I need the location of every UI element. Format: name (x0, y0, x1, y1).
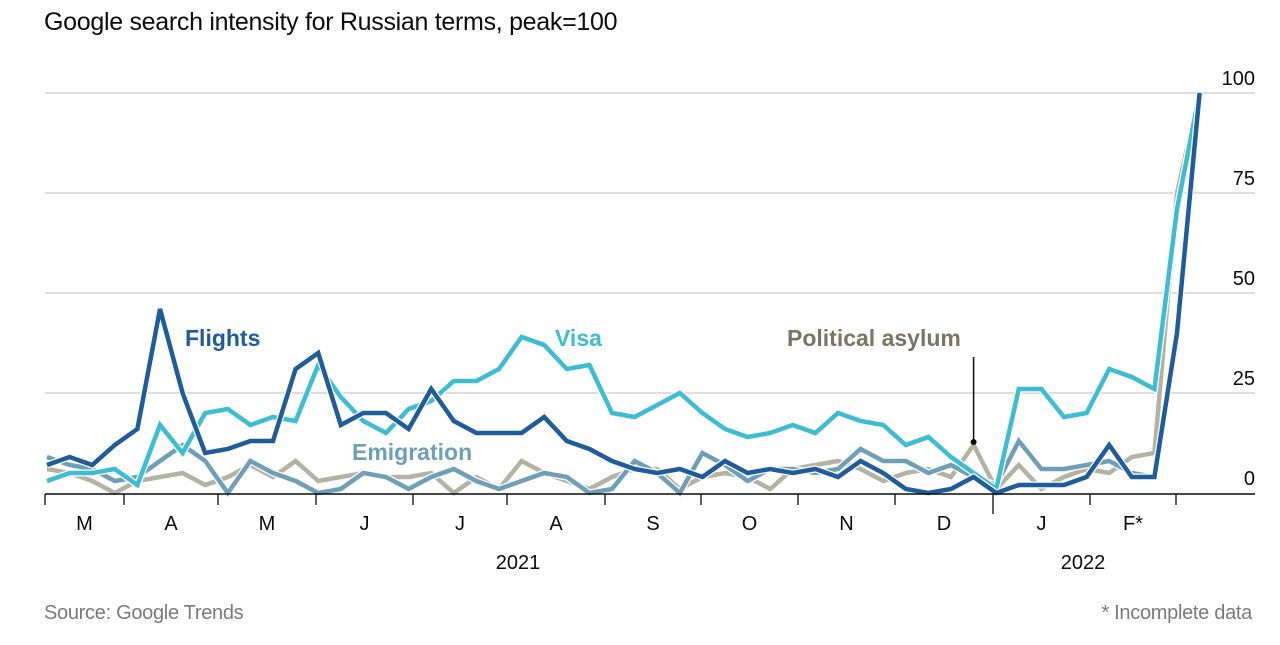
y-axis-ticks: 0 25 50 75 100 (1222, 68, 1255, 490)
x-month-label-1: A (164, 513, 178, 535)
series-label-visa: Visa (555, 325, 602, 351)
x-month-label-3: J (360, 513, 370, 535)
x-year-label-2021: 2021 (496, 552, 541, 574)
x-month-label-2: M (259, 513, 276, 535)
series-line-flights (46, 92, 1202, 496)
x-month-label-0: M (76, 513, 93, 535)
x-month-label-5: A (549, 513, 563, 535)
series-label-emigration: Emigration (352, 439, 472, 465)
x-month-label-9: D (937, 513, 951, 535)
y-tick-label-0: 0 (1244, 468, 1255, 490)
series-line-emigration (46, 436, 1155, 497)
x-month-label-8: N (839, 513, 853, 535)
series-label-flights: Flights (185, 325, 260, 351)
x-month-label-4: J (455, 513, 465, 535)
y-tick-label-50: 50 (1233, 268, 1255, 290)
series-lines (45, 92, 1204, 500)
annotation-dot (970, 439, 977, 445)
series-label-political-asylum: Political asylum (787, 325, 961, 351)
x-axis: M A M J J A S O N D J F* 2021 2022 (44, 493, 1255, 574)
x-month-label-7: O (742, 513, 758, 535)
series-line-visa (46, 92, 1202, 493)
x-year-label-2022: 2022 (1061, 552, 1106, 574)
y-tick-label-75: 75 (1233, 168, 1255, 190)
chart-title: Google search intensity for Russian term… (44, 8, 618, 36)
annotation-pointer (970, 357, 977, 445)
x-month-label-11: F* (1123, 513, 1143, 535)
x-month-label-6: S (646, 513, 659, 535)
series-labels: Flights Visa Emigration Political asylum (185, 325, 977, 465)
incomplete-data-note: * Incomplete data (1101, 602, 1252, 624)
y-tick-label-25: 25 (1233, 368, 1255, 390)
y-tick-label-100: 100 (1222, 68, 1255, 90)
x-month-label-10: J (1037, 513, 1047, 535)
series-halo-visa (45, 92, 1204, 495)
gridlines (45, 92, 1255, 394)
source-note: Source: Google Trends (44, 602, 244, 624)
